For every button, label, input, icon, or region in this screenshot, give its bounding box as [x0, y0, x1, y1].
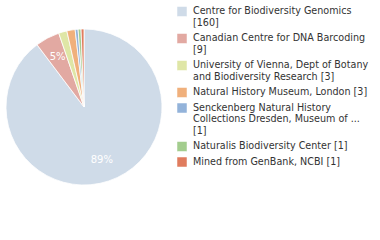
data-label: 89% — [91, 154, 113, 165]
legend-label: Natural History Museum, London [3] — [193, 86, 367, 97]
legend-swatch — [177, 7, 187, 17]
pie — [6, 29, 162, 185]
legend-label: Canadian Centre for DNA Barcoding[9] — [193, 32, 365, 55]
data-labels: 89% 5% — [50, 51, 113, 165]
legend-swatch — [177, 88, 187, 98]
data-label: 5% — [50, 51, 66, 62]
legend-label: Naturalis Biodiversity Center [1] — [193, 140, 348, 151]
legend-swatch — [177, 157, 187, 167]
legend-swatch — [177, 103, 187, 113]
legend-swatch — [177, 34, 187, 44]
legend-label: Centre for Biodiversity Genomics[160] — [193, 5, 352, 28]
pie-slice — [67, 30, 84, 107]
legend-swatch — [177, 142, 187, 152]
legend-label: Senckenberg Natural HistoryCollections D… — [193, 102, 360, 136]
legend: Centre for Biodiversity Genomics[160] Can… — [177, 5, 368, 167]
legend-label: Mined from GenBank, NCBI [1] — [193, 156, 340, 167]
pie-slice — [78, 29, 84, 107]
pie-slice — [6, 29, 162, 185]
legend-swatch — [177, 61, 187, 71]
pie-slice — [81, 29, 84, 107]
chart: 89% 5% Centre for Biodiversity Genomics[16… — [0, 0, 380, 240]
legend-label: University of Vienna, Dept of Botanyand … — [193, 59, 368, 82]
pie-slice — [75, 29, 84, 107]
